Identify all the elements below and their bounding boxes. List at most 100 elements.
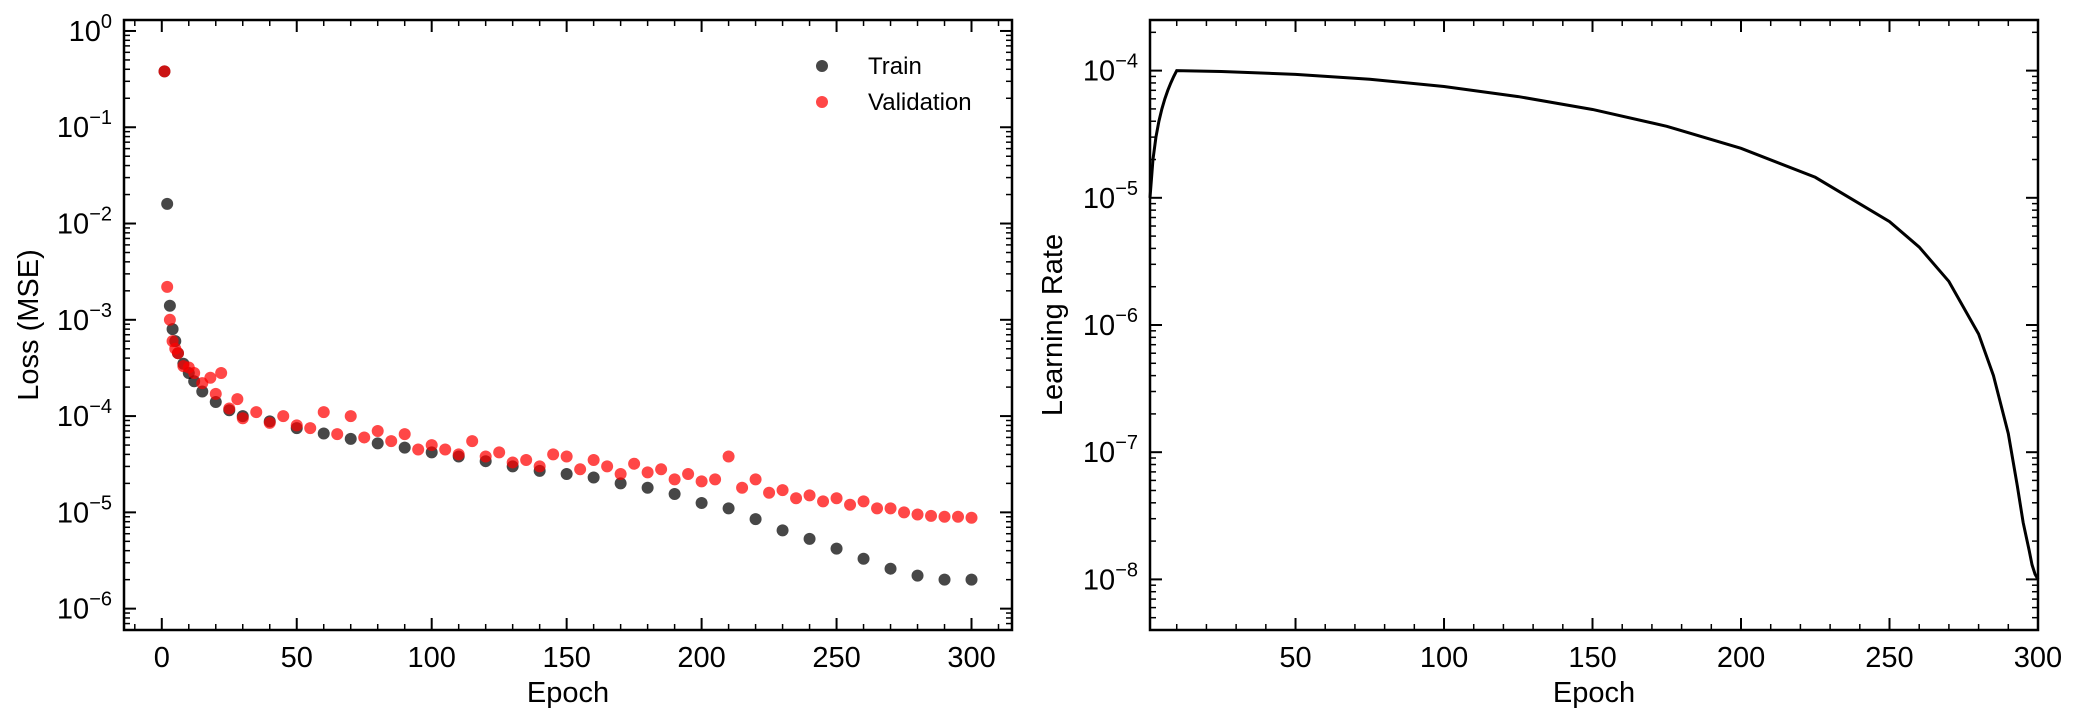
legend-label-validation: Validation <box>868 89 972 116</box>
legend-label-train: Train <box>868 53 922 80</box>
loss-y-tick-label: 10−5 <box>57 492 112 529</box>
train-point <box>560 468 573 481</box>
train-point <box>371 437 384 450</box>
train-point <box>695 497 708 510</box>
validation-point <box>736 481 749 494</box>
learning-rate-y-tick-label: 10−7 <box>1083 432 1138 469</box>
train-point <box>965 573 978 586</box>
validation-point <box>223 402 236 415</box>
validation-point <box>204 371 217 384</box>
validation-point <box>952 510 965 523</box>
validation-point <box>844 498 857 511</box>
train-point <box>196 385 209 398</box>
train-point <box>398 441 411 454</box>
train-point <box>668 488 681 501</box>
validation-point <box>171 347 184 360</box>
loss-x-tick-label: 150 <box>542 642 590 674</box>
learning-rate-x-ticks: 50 100 150 200 250 300 <box>1175 20 2062 674</box>
validation-point <box>574 463 587 476</box>
loss-x-tick-label: 200 <box>677 642 725 674</box>
validation-point <box>344 410 357 423</box>
validation-point <box>628 457 641 470</box>
loss-y-ticks: 10−6 10−5 10−4 10−3 10−2 10−1 100 <box>57 11 1012 631</box>
learning-rate-y-ticks: 10−8 10−7 10−6 10−5 10−4 <box>1083 31 2038 631</box>
validation-point <box>263 416 276 429</box>
train-point <box>587 471 600 484</box>
validation-point <box>709 473 722 486</box>
loss-x-tick-label: 0 <box>154 642 170 674</box>
train-point <box>163 299 176 312</box>
validation-point <box>925 509 938 522</box>
loss-x-ticks: 0 50 100 150 200 250 300 <box>134 20 1000 674</box>
validation-point <box>668 473 681 486</box>
validation-point <box>358 431 371 444</box>
validation-point <box>871 502 884 515</box>
validation-point <box>493 446 506 459</box>
validation-point <box>371 424 384 437</box>
validation-point <box>466 435 479 448</box>
validation-point <box>188 367 201 380</box>
validation-point <box>158 65 171 78</box>
validation-point <box>479 450 492 463</box>
validation-point <box>857 495 870 508</box>
validation-point <box>641 466 654 479</box>
validation-point <box>290 419 303 432</box>
train-point <box>776 524 789 537</box>
legend-marker-train <box>816 60 828 72</box>
train-point <box>722 502 735 515</box>
validation-point <box>398 428 411 441</box>
train-point <box>884 562 897 575</box>
validation-point <box>587 453 600 466</box>
learning-rate-y-tick-label: 10−4 <box>1083 51 1138 88</box>
validation-point <box>817 495 830 508</box>
validation-point <box>938 510 951 523</box>
validation-point <box>601 460 614 473</box>
learning-rate-line <box>1148 69 2040 581</box>
validation-point <box>655 463 668 476</box>
validation-point <box>533 460 546 473</box>
validation-point <box>231 393 244 406</box>
validation-point <box>385 435 398 448</box>
learning-rate-panel: 50 100 150 200 250 300 10−8 10−7 10−6 10−5 10−4 E… <box>1037 18 2062 709</box>
loss-y-tick-label: 10−4 <box>57 396 112 433</box>
validation-point <box>215 367 228 380</box>
validation-point <box>236 412 249 425</box>
loss-y-tick-label: 10−3 <box>57 300 112 337</box>
validation-point <box>547 448 560 461</box>
validation-point <box>209 387 222 400</box>
learning-rate-y-tick-label: 10−8 <box>1083 559 1138 596</box>
loss-x-tick-label: 100 <box>408 642 456 674</box>
validation-point <box>749 473 762 486</box>
validation-point <box>965 511 978 524</box>
loss-y-tick-label: 100 <box>69 11 112 48</box>
train-point <box>938 573 951 586</box>
validation-point <box>163 313 176 326</box>
train-point <box>911 569 924 582</box>
loss-axes-frame <box>122 18 1014 632</box>
loss-y-tick-label: 10−6 <box>57 589 112 626</box>
learning-rate-x-tick-label: 300 <box>2014 642 2062 674</box>
validation-point <box>560 450 573 463</box>
validation-point <box>161 280 174 293</box>
validation-point <box>763 486 776 499</box>
validation-point <box>331 428 344 441</box>
validation-point <box>830 492 843 505</box>
loss-legend: Train Validation <box>816 53 972 116</box>
learning-rate-y-tick-label: 10−6 <box>1083 305 1138 342</box>
learning-rate-x-tick-label: 100 <box>1420 642 1468 674</box>
train-point <box>830 542 843 555</box>
train-point <box>803 532 816 545</box>
loss-plot-area <box>158 65 978 586</box>
validation-point <box>506 456 519 469</box>
train-point <box>166 323 179 336</box>
learning-rate-x-axis-label: Epoch <box>1553 677 1635 709</box>
validation-point <box>317 406 330 419</box>
validation-point <box>898 506 911 519</box>
validation-point <box>452 448 465 461</box>
loss-y-tick-label: 10−1 <box>57 107 112 144</box>
train-point <box>344 432 357 445</box>
validation-point <box>304 422 317 435</box>
loss-panel: 0 50 100 150 200 250 300 10−610−510−410−310−21… <box>13 11 1014 709</box>
learning-rate-x-tick-label: 250 <box>1865 642 1913 674</box>
validation-point <box>250 406 263 419</box>
